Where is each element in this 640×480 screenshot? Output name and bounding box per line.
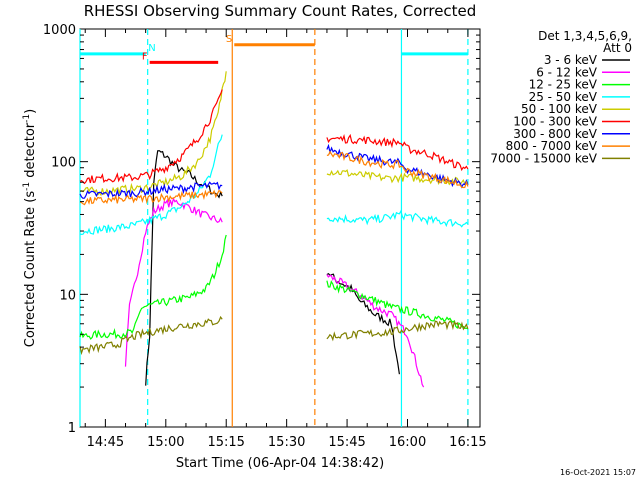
y-axis-label-mid: detector bbox=[23, 122, 38, 182]
series-group bbox=[79, 71, 469, 388]
legend-entry-label: 50 - 100 keV bbox=[521, 102, 598, 116]
series-line bbox=[326, 169, 469, 186]
series-line bbox=[79, 315, 223, 356]
annotation-label: F bbox=[142, 51, 148, 62]
series-line bbox=[326, 133, 469, 172]
y-axis-label-exp1: -1 bbox=[22, 182, 32, 191]
y-axis: 1 10 100 1000 bbox=[43, 23, 480, 436]
x-tick-label: 15:30 bbox=[268, 435, 305, 450]
series-line bbox=[79, 89, 223, 185]
chart-title: RHESSI Observing Summary Count Rates, Co… bbox=[84, 2, 477, 20]
legend-title-line-2: Att 0 bbox=[603, 41, 632, 55]
legend-entry-label: 300 - 800 keV bbox=[513, 127, 597, 141]
series-line bbox=[124, 197, 223, 367]
x-tick-label: 14:45 bbox=[87, 435, 124, 450]
series-line bbox=[326, 280, 469, 330]
legend-entry-label: 6 - 12 keV bbox=[536, 65, 598, 79]
y-tick-label: 1 bbox=[68, 421, 76, 436]
series-line bbox=[326, 209, 469, 228]
y-axis-label-exp2: -1 bbox=[22, 114, 32, 123]
series-line bbox=[79, 181, 223, 199]
y-axis-label-main: Corrected Count Rate (s bbox=[23, 191, 38, 348]
annotation-label: N bbox=[148, 43, 155, 54]
legend-entry-label: 7000 - 15000 keV bbox=[490, 151, 597, 165]
annotation-label: S bbox=[226, 34, 232, 45]
y-tick-label: 10 bbox=[59, 288, 76, 303]
x-tick-label: 16:00 bbox=[389, 435, 426, 450]
x-tick-label: 16:15 bbox=[449, 435, 486, 450]
legend-entry-label: 12 - 25 keV bbox=[529, 78, 598, 92]
legend-entry-label: 100 - 300 keV bbox=[513, 115, 597, 129]
x-tick-label: 15:15 bbox=[207, 435, 244, 450]
x-axis-label: Start Time (06-Apr-04 14:38:42) bbox=[176, 456, 384, 471]
timestamp: 16-Oct-2021 15:07 bbox=[560, 468, 636, 477]
series-line bbox=[145, 150, 223, 386]
series-line bbox=[326, 320, 469, 342]
x-axis: 14:45 15:00 15:15 15:30 15:45 16:00 16:15 bbox=[84, 29, 487, 450]
y-axis-label-end: ) bbox=[23, 109, 38, 114]
series-line bbox=[326, 274, 425, 388]
y-tick-label: 1000 bbox=[43, 23, 76, 38]
x-tick-label: 15:00 bbox=[147, 435, 184, 450]
legend-entry-label: 25 - 50 keV bbox=[529, 90, 598, 104]
series-line bbox=[79, 134, 223, 236]
series-line bbox=[79, 234, 227, 340]
legend-entry-label: 3 - 6 keV bbox=[544, 53, 598, 67]
series-line bbox=[79, 71, 227, 197]
x-tick-label: 15:45 bbox=[328, 435, 365, 450]
series-line bbox=[79, 189, 223, 206]
y-tick-label: 100 bbox=[51, 156, 76, 171]
legend-title-line-1: Det 1,3,4,5,6,9, bbox=[538, 29, 632, 43]
series-line bbox=[326, 150, 469, 189]
y-axis-label: Corrected Count Rate (s-1 detector-1) bbox=[22, 109, 38, 347]
legend-entry-label: 800 - 7000 keV bbox=[506, 139, 598, 153]
